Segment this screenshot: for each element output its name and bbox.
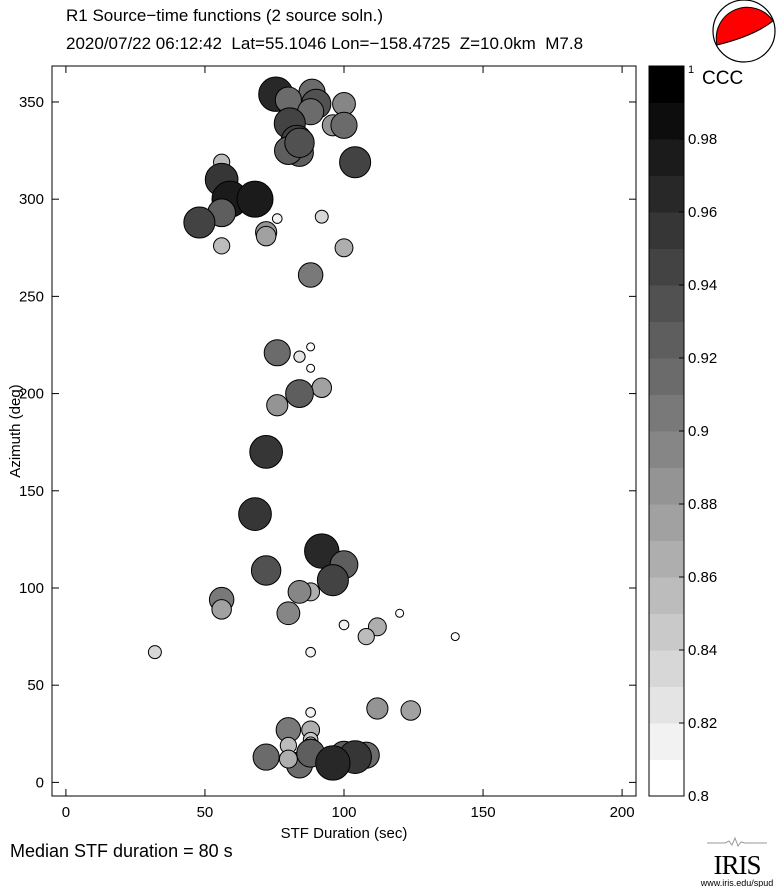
colorbar-band <box>649 650 684 687</box>
x-tick-label: 150 <box>471 804 496 821</box>
data-point <box>339 146 372 179</box>
data-point <box>306 342 316 352</box>
colorbar-label: CCC <box>702 68 743 89</box>
colorbar-tick-label: 0.86 <box>688 569 717 586</box>
x-tick-label: 50 <box>197 804 214 821</box>
y-tick-label: 250 <box>19 288 44 305</box>
data-point <box>338 619 350 631</box>
data-point <box>285 379 314 408</box>
data-point <box>305 646 316 658</box>
iris-url[interactable]: www.iris.edu/spud <box>700 878 774 887</box>
data-point <box>263 339 291 367</box>
data-point <box>287 579 312 604</box>
y-tick-label: 0 <box>36 774 44 791</box>
data-point <box>304 533 340 569</box>
iris-logo-text: IRIS <box>713 850 761 880</box>
data-point <box>238 497 272 531</box>
median-duration: Median STF duration = 80 s <box>10 841 233 861</box>
colorbar-band <box>649 431 684 468</box>
beachball-icon <box>712 0 776 63</box>
colorbar-tick-label: 0.84 <box>688 642 717 659</box>
data-point <box>147 645 162 660</box>
data-point <box>250 555 282 586</box>
data-point <box>305 707 316 718</box>
data-point <box>366 697 389 720</box>
seismogram-icon <box>707 836 767 848</box>
colorbar-band <box>649 212 684 249</box>
y-tick-label: 200 <box>19 386 44 403</box>
colorbar-band <box>649 285 684 322</box>
data-point <box>316 564 349 597</box>
x-axis-label: STF Duration (sec) <box>281 825 408 842</box>
y-tick-label: 350 <box>19 94 44 111</box>
data-point <box>252 743 280 771</box>
data-point <box>334 238 354 258</box>
colorbar-tick-label: 0.92 <box>688 350 717 367</box>
data-point <box>211 599 232 620</box>
data-point <box>315 745 351 781</box>
colorbar-band <box>649 577 684 614</box>
colorbar-band <box>649 394 684 432</box>
colorbar-band <box>649 248 684 286</box>
data-point <box>330 111 358 139</box>
colorbar-band <box>649 540 684 578</box>
iris-logo[interactable]: IRIS www.iris.edu/spud <box>696 834 778 887</box>
chart-title: R1 Source−time functions (2 source soln.… <box>66 6 384 25</box>
data-point <box>314 209 329 224</box>
data-point <box>236 180 274 218</box>
colorbar-band <box>649 467 684 505</box>
colorbar-band <box>649 686 684 724</box>
colorbar-band <box>649 504 684 541</box>
data-point <box>183 206 216 239</box>
data-point <box>213 237 231 255</box>
colorbar-tick-label: 0.98 <box>688 131 717 148</box>
y-tick-label: 50 <box>27 677 44 694</box>
data-point <box>293 350 306 363</box>
data-point <box>276 601 301 626</box>
x-tick-label: 200 <box>610 804 635 821</box>
colorbar-tick-label: 0.88 <box>688 496 717 513</box>
event-info: 2020/07/22 06:12:42 Lat=55.1046 Lon=−158… <box>66 34 584 53</box>
plot-frame <box>51 65 637 797</box>
y-tick-label: 150 <box>19 483 44 500</box>
colorbar-band <box>649 139 684 176</box>
colorbar-tick-label: 0.96 <box>688 204 717 221</box>
data-point <box>271 213 283 224</box>
colorbar-tick-label: 1 <box>688 64 694 76</box>
colorbar-band <box>649 175 684 213</box>
data-point <box>306 363 316 373</box>
colorbar-band <box>649 759 684 797</box>
colorbar-tick-label: 0.9 <box>688 423 709 440</box>
colorbar-band <box>649 321 684 359</box>
x-tick-label: 0 <box>62 804 70 821</box>
y-axis-label: Azimuth (deg) <box>7 384 24 477</box>
data-point <box>395 608 405 618</box>
data-point <box>249 435 283 469</box>
colorbar-band <box>649 66 684 103</box>
colorbar-tick-label: 0.82 <box>688 715 717 732</box>
data-point <box>400 700 422 721</box>
colorbar-tick-label: 0.8 <box>688 788 709 805</box>
colorbar-band <box>649 102 684 140</box>
data-point <box>284 127 315 158</box>
data-point <box>297 262 324 288</box>
data-point <box>278 749 298 769</box>
colorbar-tick-label: 0.94 <box>688 277 717 294</box>
y-tick-label: 300 <box>19 191 44 208</box>
data-point <box>311 377 333 399</box>
data-point <box>450 632 460 642</box>
data-point <box>266 394 289 417</box>
y-tick-label: 100 <box>19 580 44 597</box>
x-tick-label: 100 <box>331 804 356 821</box>
colorbar-band <box>649 613 684 651</box>
colorbar-band <box>649 358 684 395</box>
colorbar-band <box>649 723 684 760</box>
beachball-compression <box>715 6 774 46</box>
data-point <box>357 627 375 646</box>
data-point <box>255 225 277 247</box>
